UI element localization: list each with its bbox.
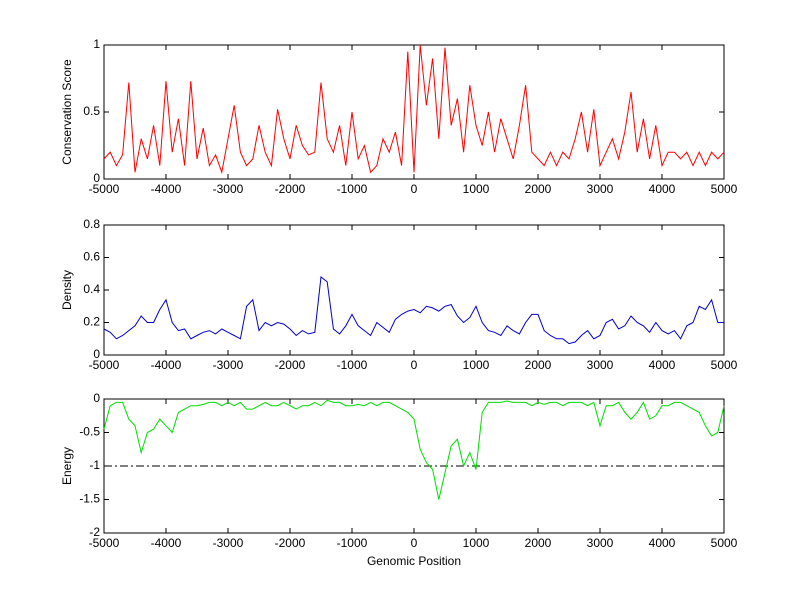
x-tick-label: -5000 (89, 182, 120, 196)
x-tick-label: -2000 (275, 182, 306, 196)
y-axis-label: Conservation Score (60, 59, 74, 165)
x-tick-label: 1000 (463, 536, 490, 550)
x-tick-label: 3000 (587, 536, 614, 550)
data-line (103, 399, 725, 500)
x-tick-label: 2000 (525, 358, 552, 372)
x-tick-label: 3000 (587, 358, 614, 372)
x-tick-label: -2000 (275, 536, 306, 550)
y-tick-label: 0 (93, 391, 100, 405)
y-tick-label: 0.2 (83, 315, 100, 329)
x-tick-label: -2000 (275, 358, 306, 372)
x-tick-label: 4000 (649, 182, 676, 196)
x-tick-label: 2000 (525, 182, 552, 196)
x-tick-label: 0 (411, 182, 418, 196)
x-tick-label: 1000 (463, 182, 490, 196)
y-tick-label: 1 (93, 37, 100, 51)
x-tick-label: -1000 (337, 536, 368, 550)
x-tick-label: -4000 (151, 536, 182, 550)
y-tick-label: -1 (89, 458, 100, 472)
x-tick-label: -4000 (151, 182, 182, 196)
y-axis-label: Density (60, 270, 74, 310)
x-tick-label: -4000 (151, 358, 182, 372)
x-tick-label: 0 (411, 358, 418, 372)
y-axis-label: Energy (60, 447, 74, 485)
x-tick-label: -3000 (213, 358, 244, 372)
y-tick-label: 0.5 (83, 104, 100, 118)
x-tick-label: 5000 (711, 182, 738, 196)
y-tick-label: 0.6 (83, 250, 100, 264)
x-tick-label: 4000 (649, 536, 676, 550)
data-line (103, 276, 724, 345)
y-tick-label: 0 (93, 171, 100, 185)
y-tick-label: -1.5 (79, 492, 100, 506)
x-tick-label: 3000 (587, 182, 614, 196)
x-tick-label: 5000 (711, 536, 738, 550)
data-line (103, 44, 725, 175)
y-tick-label: 0.8 (83, 217, 100, 231)
x-tick-label: -1000 (337, 358, 368, 372)
y-tick-label: -0.5 (79, 425, 100, 439)
x-tick-label: -3000 (213, 182, 244, 196)
y-tick-label: -2 (89, 525, 100, 539)
y-tick-label: 0 (93, 347, 100, 361)
x-tick-label: 1000 (463, 358, 490, 372)
x-tick-label: -5000 (89, 358, 120, 372)
x-axis-label: Genomic Position (367, 554, 461, 568)
x-tick-label: 5000 (711, 358, 738, 372)
axes-box (103, 44, 725, 180)
x-tick-label: 0 (411, 536, 418, 550)
x-tick-label: 4000 (649, 358, 676, 372)
x-tick-label: -5000 (89, 536, 120, 550)
x-tick-label: -3000 (213, 536, 244, 550)
y-tick-label: 0.4 (83, 282, 100, 296)
x-tick-label: -1000 (337, 182, 368, 196)
x-tick-label: 2000 (525, 536, 552, 550)
